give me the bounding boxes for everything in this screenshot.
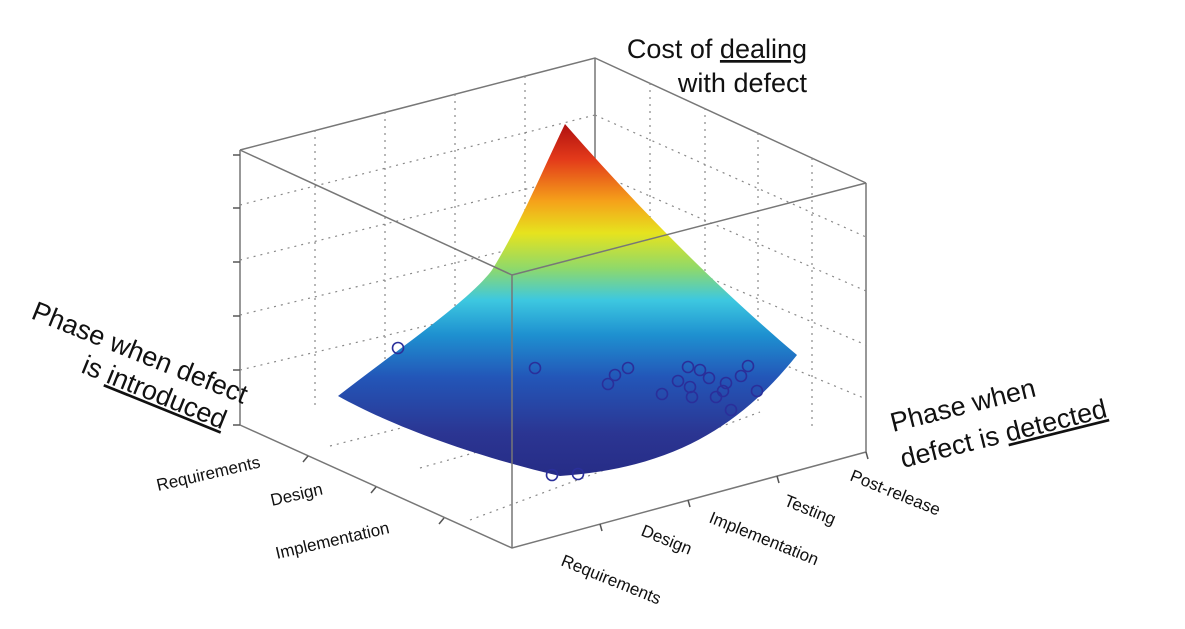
- data-point: [685, 390, 699, 404]
- data-point: [671, 374, 685, 388]
- x-tick-label: Requirements: [559, 551, 664, 608]
- x-tick-label: Design: [639, 521, 695, 558]
- y-axis-title: Phase when defect is introduced: [28, 296, 253, 435]
- z-axis-title: Cost of dealing with defect: [627, 34, 808, 98]
- data-point: [724, 403, 738, 417]
- data-point: [702, 371, 716, 385]
- x-tick-labels: Requirements Design Implementation Testi…: [559, 466, 944, 608]
- y-tick-label: Design: [269, 479, 325, 509]
- data-point: [716, 384, 730, 398]
- x-axis-title: Phase when defect is detected: [887, 373, 1110, 474]
- data-point: [608, 368, 622, 382]
- data-point: [545, 468, 559, 482]
- data-point: [693, 363, 707, 377]
- data-point: [734, 369, 748, 383]
- data-point: [681, 360, 695, 374]
- y-tick-label: Requirements: [155, 453, 262, 495]
- data-point: [621, 361, 635, 375]
- data-point: [391, 341, 405, 355]
- x-tick-label: Post-release: [848, 466, 944, 519]
- y-tick-labels: Requirements Design Implementation: [155, 453, 392, 563]
- z-ticks: [233, 154, 240, 426]
- data-point: [719, 376, 733, 390]
- data-point: [528, 361, 542, 375]
- box-front: [239, 149, 867, 549]
- y-tick-label: Implementation: [274, 518, 392, 563]
- data-point: [571, 467, 585, 481]
- z-axis-title-line1: Cost of dealing: [627, 34, 807, 64]
- data-point: [741, 359, 755, 373]
- cost-surface: [338, 124, 797, 476]
- z-axis-title-line2: with defect: [677, 68, 808, 98]
- x-ticks: [599, 451, 869, 532]
- data-point: [601, 377, 615, 391]
- data-point: [750, 384, 764, 398]
- y-ticks: [302, 455, 445, 525]
- data-point: [655, 387, 669, 401]
- data-points: [391, 341, 764, 482]
- x-tick-label: Testing: [782, 491, 839, 529]
